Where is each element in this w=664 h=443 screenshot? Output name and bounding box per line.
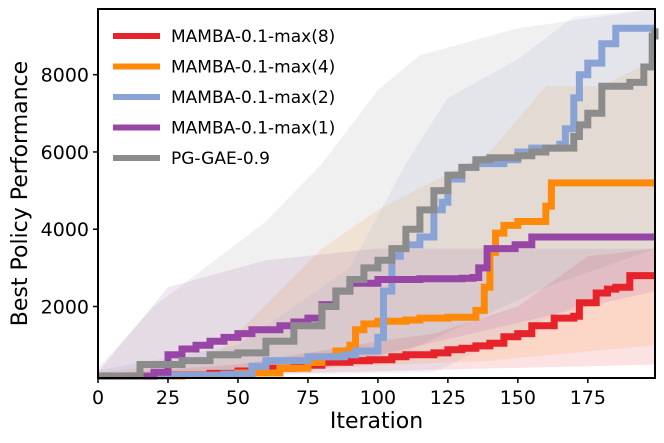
series-lines [98, 24, 659, 380]
legend-label: MAMBA-0.1-max(2) [171, 88, 335, 108]
y-tick-label: 8000 [41, 65, 89, 87]
confidence-bands [98, 9, 655, 378]
x-axis-ticks: 0 25 50 75 100 125 150 175 [92, 378, 606, 409]
band-series-4 [98, 9, 655, 378]
y-tick-label: 6000 [41, 142, 89, 164]
legend: MAMBA-0.1-max(8) MAMBA-0.1-max(4) MAMBA-0.… [113, 27, 335, 169]
legend-label: PG-GAE-0.9 [171, 149, 270, 169]
band-series-2 [98, 9, 655, 378]
legend-label: MAMBA-0.1-max(1) [171, 119, 335, 139]
x-tick-label: 0 [92, 387, 104, 409]
y-axis-label: Best Policy Performance [8, 61, 33, 326]
band-series-0 [98, 248, 655, 378]
y-tick-label: 2000 [41, 297, 89, 319]
legend-label: MAMBA-0.1-max(4) [171, 58, 335, 78]
x-tick-label: 75 [296, 387, 320, 409]
x-axis-label: Iteration [330, 409, 423, 434]
line-series-1 [98, 179, 655, 380]
line-series-4 [98, 28, 659, 380]
line-series-2 [98, 24, 655, 380]
y-tick-label: 4000 [41, 219, 89, 241]
plot-frame [97, 8, 656, 379]
x-tick-label: 125 [430, 387, 466, 409]
x-tick-label: 100 [360, 387, 396, 409]
x-tick-label: 175 [570, 387, 606, 409]
band-series-3 [98, 248, 655, 378]
x-tick-label: 150 [500, 387, 536, 409]
band-series-1 [98, 59, 655, 378]
legend-label: MAMBA-0.1-max(8) [171, 27, 335, 47]
y-axis-ticks: 2000 4000 6000 8000 [41, 65, 98, 319]
x-tick-label: 50 [226, 387, 250, 409]
x-tick-label: 25 [156, 387, 180, 409]
